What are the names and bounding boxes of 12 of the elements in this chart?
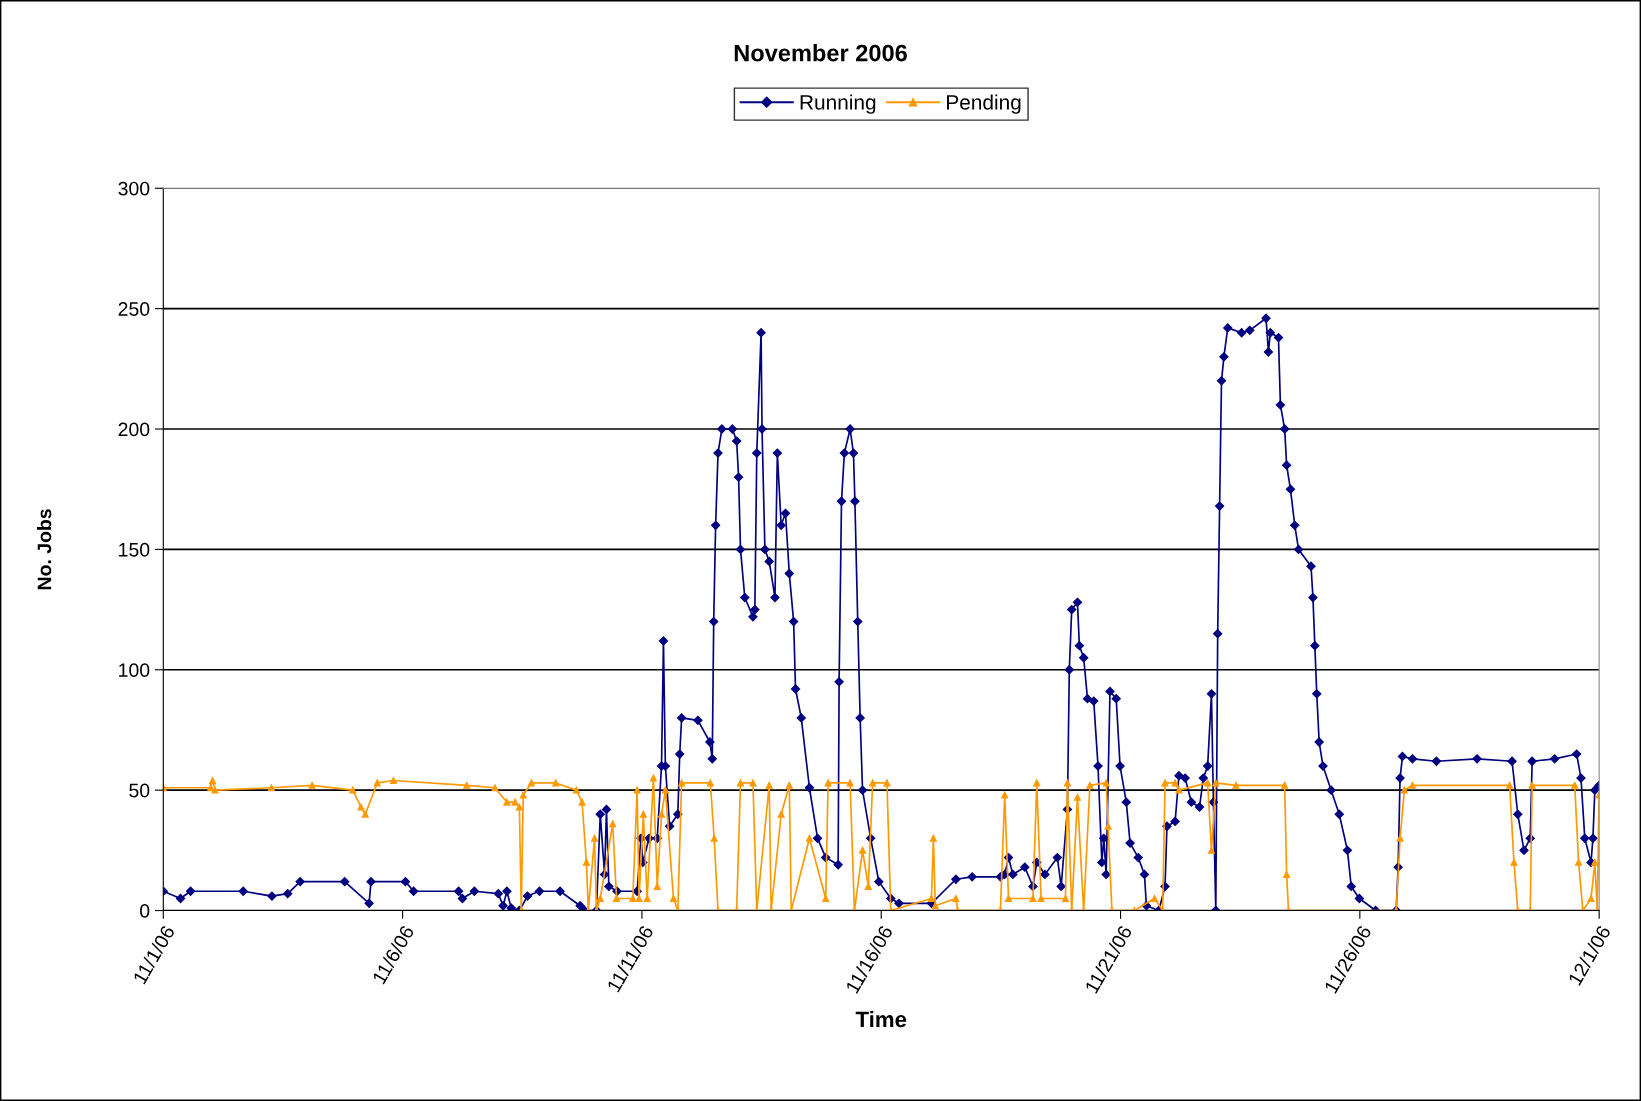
legend-label: Running [800, 94, 876, 114]
x-axis-title: Time [855, 1010, 907, 1028]
legend-label: Pending [947, 94, 1021, 114]
chart-title: November 2006 [734, 44, 907, 62]
y-tick-label: 200 [118, 422, 150, 437]
y-tick-label: 100 [119, 663, 150, 678]
y-tick-label: 250 [118, 302, 150, 316]
y-tick-label: 300 [118, 181, 150, 196]
y-tick-label: 0 [140, 903, 150, 918]
y-tick-label: 50 [129, 783, 150, 798]
y-tick-label: 150 [119, 542, 150, 557]
y-axis-title: No. Jobs [37, 509, 52, 590]
